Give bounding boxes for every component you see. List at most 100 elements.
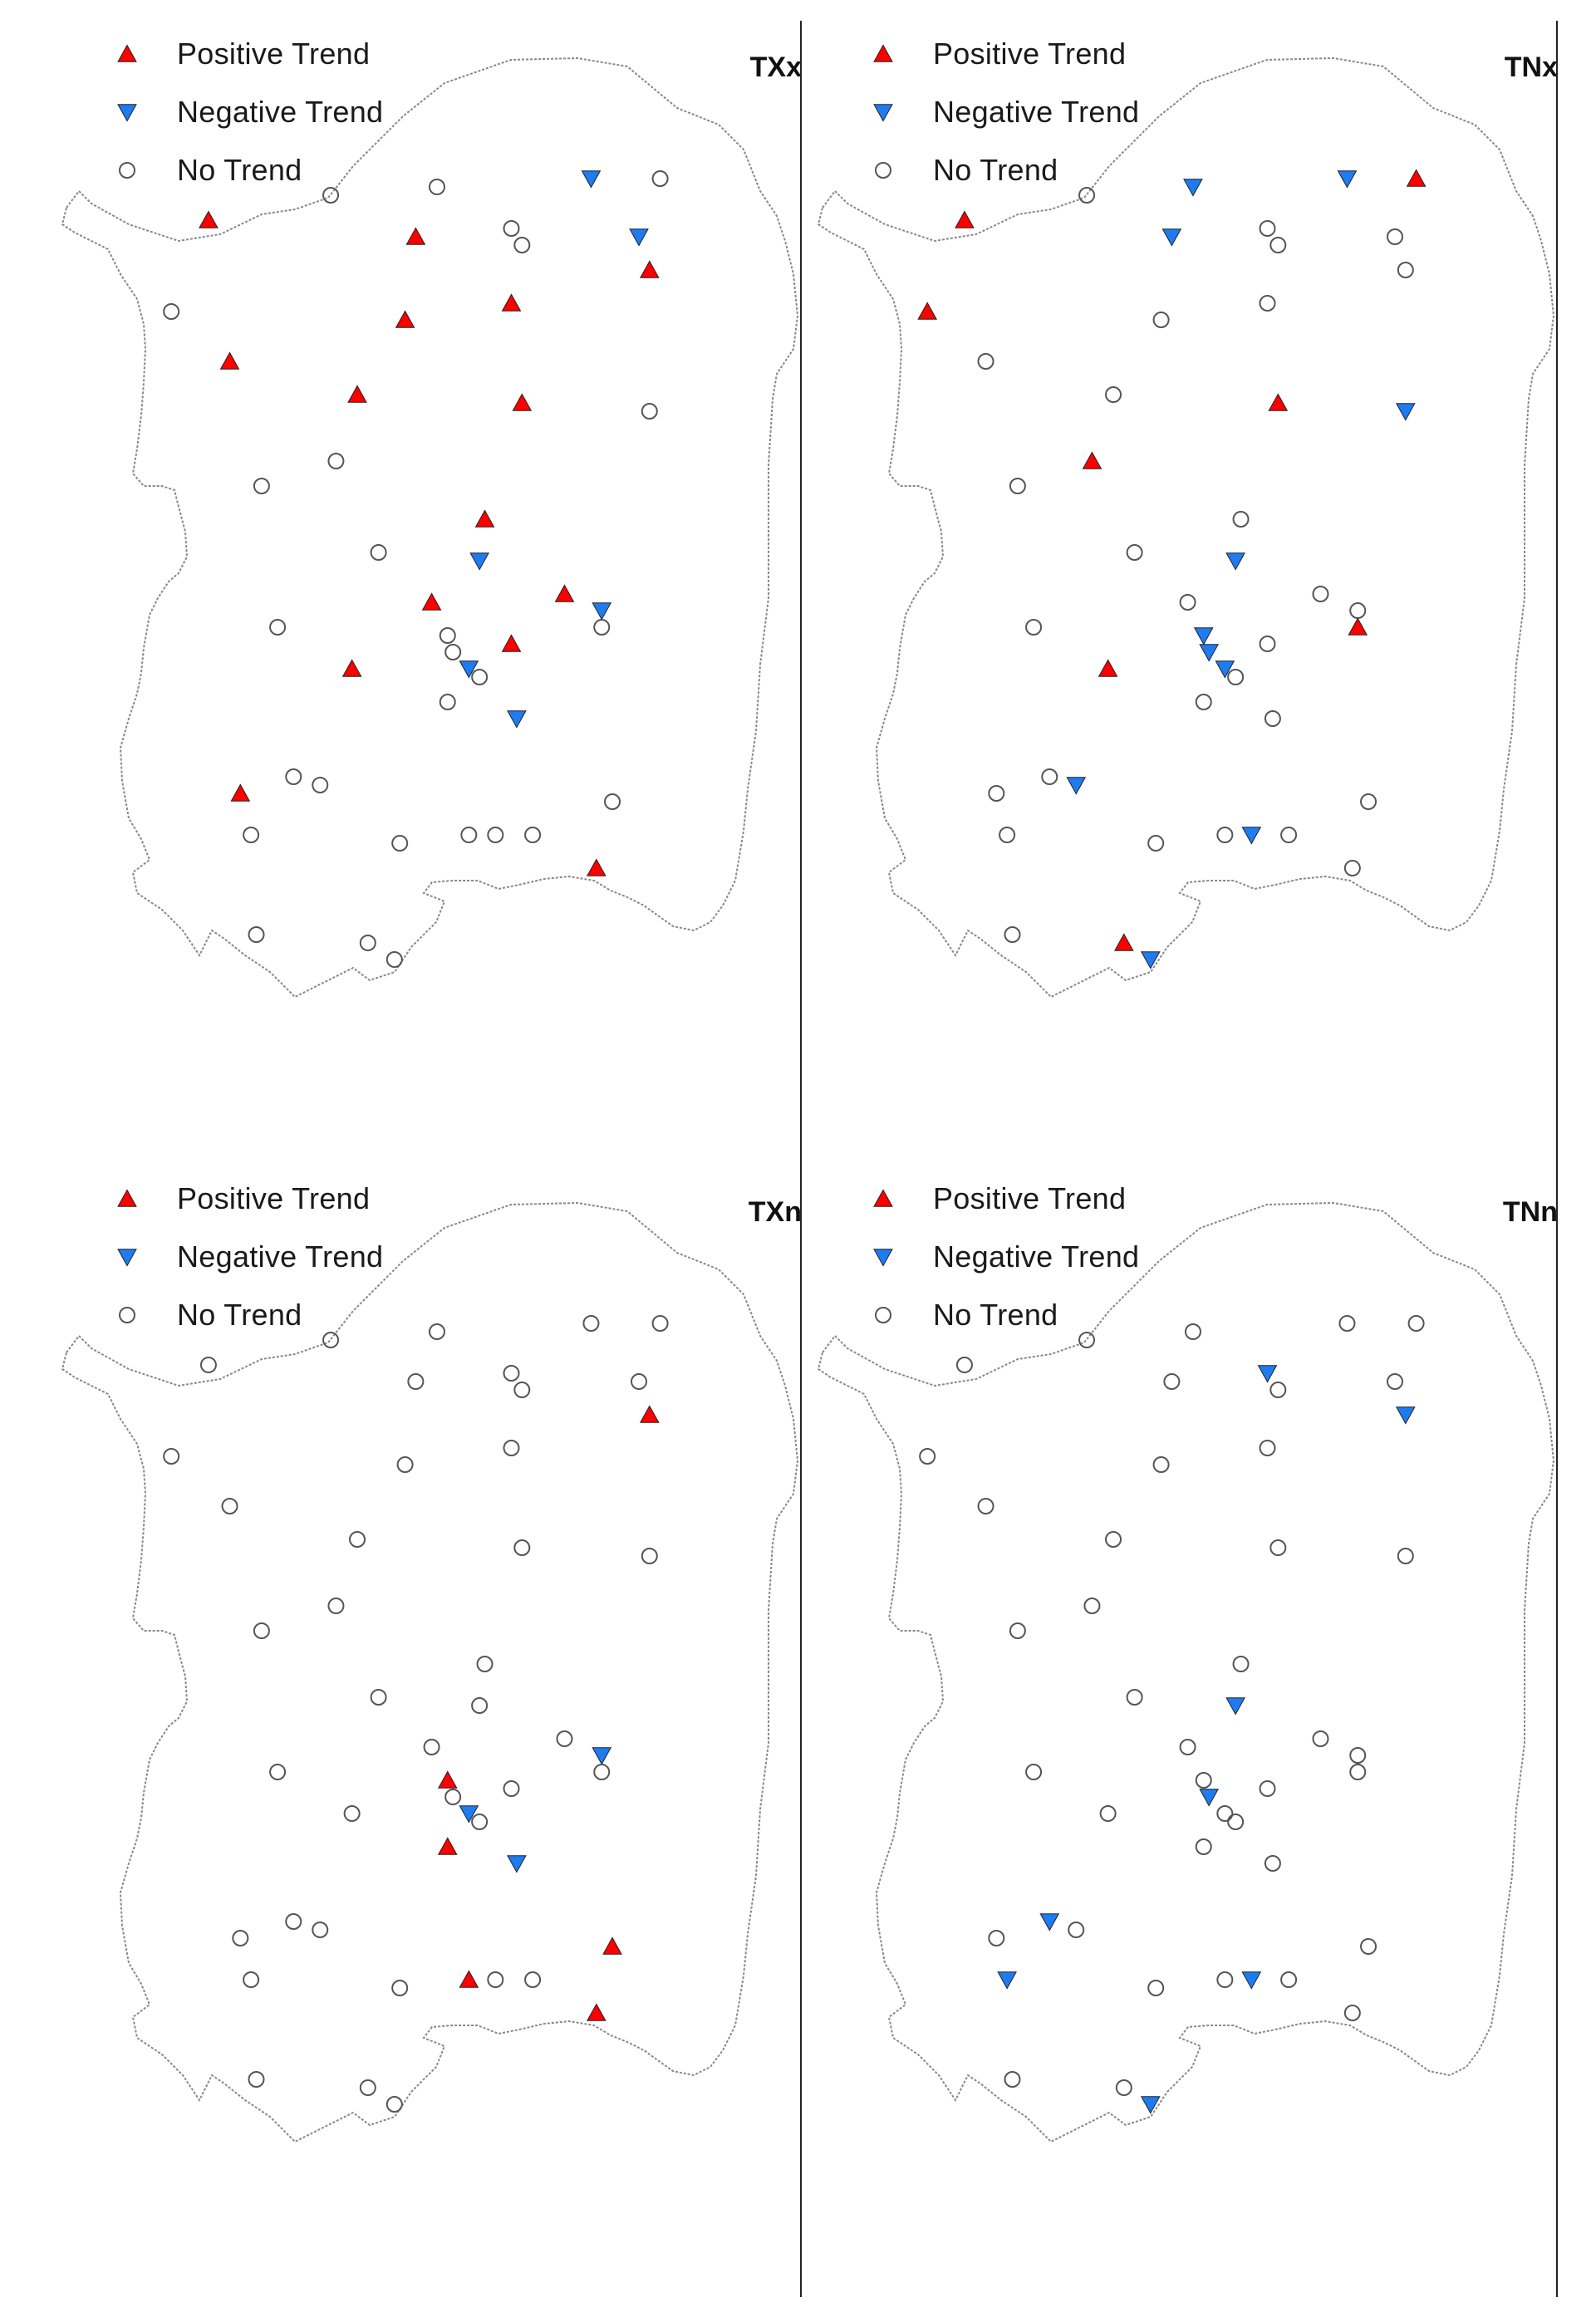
station-positive-trend — [955, 210, 975, 228]
station-no-trend — [1259, 1780, 1276, 1797]
legend-item-none: No Trend — [867, 141, 1139, 199]
station-negative-trend — [469, 552, 489, 571]
station-no-trend — [503, 1440, 520, 1456]
map-panel-txx: Positive Trend Negative Trend No Trend TXx — [46, 0, 802, 1138]
station-no-trend — [1152, 1456, 1170, 1473]
legend-label: Positive Trend — [933, 1181, 1127, 1215]
station-negative-trend — [507, 710, 527, 729]
station-negative-trend — [459, 1805, 479, 1824]
station-no-trend — [1025, 1764, 1043, 1780]
station-no-trend — [1216, 1971, 1234, 1988]
panel-title: TNx — [1504, 52, 1558, 83]
station-no-trend — [1179, 594, 1196, 611]
station-no-trend — [513, 237, 531, 253]
station-no-trend — [1280, 827, 1298, 843]
positive-trend-symbol — [873, 44, 893, 62]
legend-label: No Trend — [933, 153, 1058, 187]
station-no-trend — [1269, 237, 1287, 253]
station-no-trend — [359, 935, 376, 951]
station-positive-trend — [1082, 451, 1102, 469]
station-no-trend — [1397, 1548, 1414, 1564]
station-no-trend — [524, 827, 542, 843]
legend-symbol — [867, 87, 933, 137]
station-no-trend — [1147, 1980, 1165, 1996]
station-no-trend — [391, 1980, 409, 1996]
station-positive-trend — [602, 1936, 622, 1955]
legend-label: Positive Trend — [177, 37, 371, 71]
frame-border-right — [1556, 21, 1558, 2297]
legend-symbol — [867, 1174, 933, 1224]
map-tnn — [817, 1201, 1555, 2143]
station-positive-trend — [501, 293, 522, 312]
legend-label: Negative Trend — [933, 1239, 1140, 1274]
station-negative-trend — [592, 1747, 612, 1765]
station-no-trend — [1280, 1971, 1298, 1988]
legend-item-positive: Positive Trend — [867, 1170, 1139, 1228]
legend-item-positive: Positive Trend — [110, 25, 383, 83]
positive-trend-symbol — [117, 1189, 137, 1207]
station-no-trend — [604, 793, 621, 810]
station-positive-trend — [421, 592, 442, 611]
station-no-trend — [1269, 1539, 1287, 1556]
station-no-trend — [1227, 669, 1245, 685]
legend-item-none: No Trend — [110, 141, 383, 199]
station-no-trend — [199, 1357, 217, 1373]
negative-trend-symbol — [873, 1249, 893, 1267]
station-no-trend — [248, 2071, 265, 2088]
legend-item-negative: Negative Trend — [110, 83, 383, 141]
panel-title: TXx — [749, 52, 802, 83]
station-negative-trend — [1199, 644, 1220, 662]
station-negative-trend — [1395, 403, 1416, 421]
station-no-trend — [1163, 1373, 1181, 1390]
station-no-trend — [1232, 511, 1250, 528]
station-no-trend — [1195, 1838, 1212, 1855]
positive-trend-symbol — [873, 1189, 893, 1207]
station-no-trend — [243, 827, 260, 843]
station-no-trend — [1195, 1772, 1212, 1789]
station-no-trend — [423, 1739, 440, 1755]
station-no-trend — [1349, 602, 1367, 619]
station-positive-trend — [459, 1970, 479, 1988]
station-positive-trend — [347, 385, 367, 403]
station-no-trend — [163, 1448, 180, 1465]
station-negative-trend — [1241, 1971, 1262, 1990]
station-no-trend — [1232, 1656, 1250, 1672]
station-negative-trend — [1215, 660, 1235, 679]
panel-title: TNn — [1502, 1196, 1558, 1228]
station-no-trend — [1105, 386, 1122, 403]
map-panel-tnx: Positive Trend Negative Trend No Trend TNx — [802, 0, 1558, 1138]
station-no-trend — [641, 1548, 658, 1564]
legend-label: Negative Trend — [933, 95, 1140, 129]
station-no-trend — [1360, 1938, 1377, 1955]
station-no-trend — [999, 827, 1016, 843]
no-trend-symbol — [119, 162, 135, 179]
legend-item-positive: Positive Trend — [110, 1170, 383, 1228]
no-trend-symbol — [119, 1307, 135, 1323]
station-negative-trend — [581, 170, 602, 189]
station-positive-trend — [1113, 933, 1134, 951]
station-positive-trend — [474, 509, 495, 528]
station-negative-trend — [629, 228, 649, 247]
station-negative-trend — [1066, 777, 1087, 795]
station-no-trend — [1407, 1315, 1425, 1332]
station-no-trend — [439, 694, 456, 710]
station-positive-trend — [586, 2003, 606, 2021]
station-no-trend — [1343, 2005, 1361, 2021]
station-no-trend — [1083, 1598, 1101, 1614]
station-negative-trend — [1140, 2096, 1161, 2114]
station-no-trend — [269, 1764, 287, 1780]
legend-symbol — [110, 87, 177, 137]
legend: Positive Trend Negative Trend No Trend — [867, 1170, 1139, 1344]
negative-trend-icon — [117, 1249, 137, 1267]
station-no-trend — [370, 1689, 387, 1706]
no-trend-icon — [875, 162, 891, 179]
station-no-trend — [1152, 312, 1170, 328]
station-no-trend — [343, 1805, 361, 1822]
station-positive-trend — [199, 210, 219, 228]
negative-trend-icon — [117, 104, 137, 122]
station-no-trend — [1105, 1531, 1122, 1548]
station-no-trend — [439, 627, 456, 644]
station-no-trend — [1126, 544, 1143, 561]
station-no-trend — [253, 478, 270, 494]
